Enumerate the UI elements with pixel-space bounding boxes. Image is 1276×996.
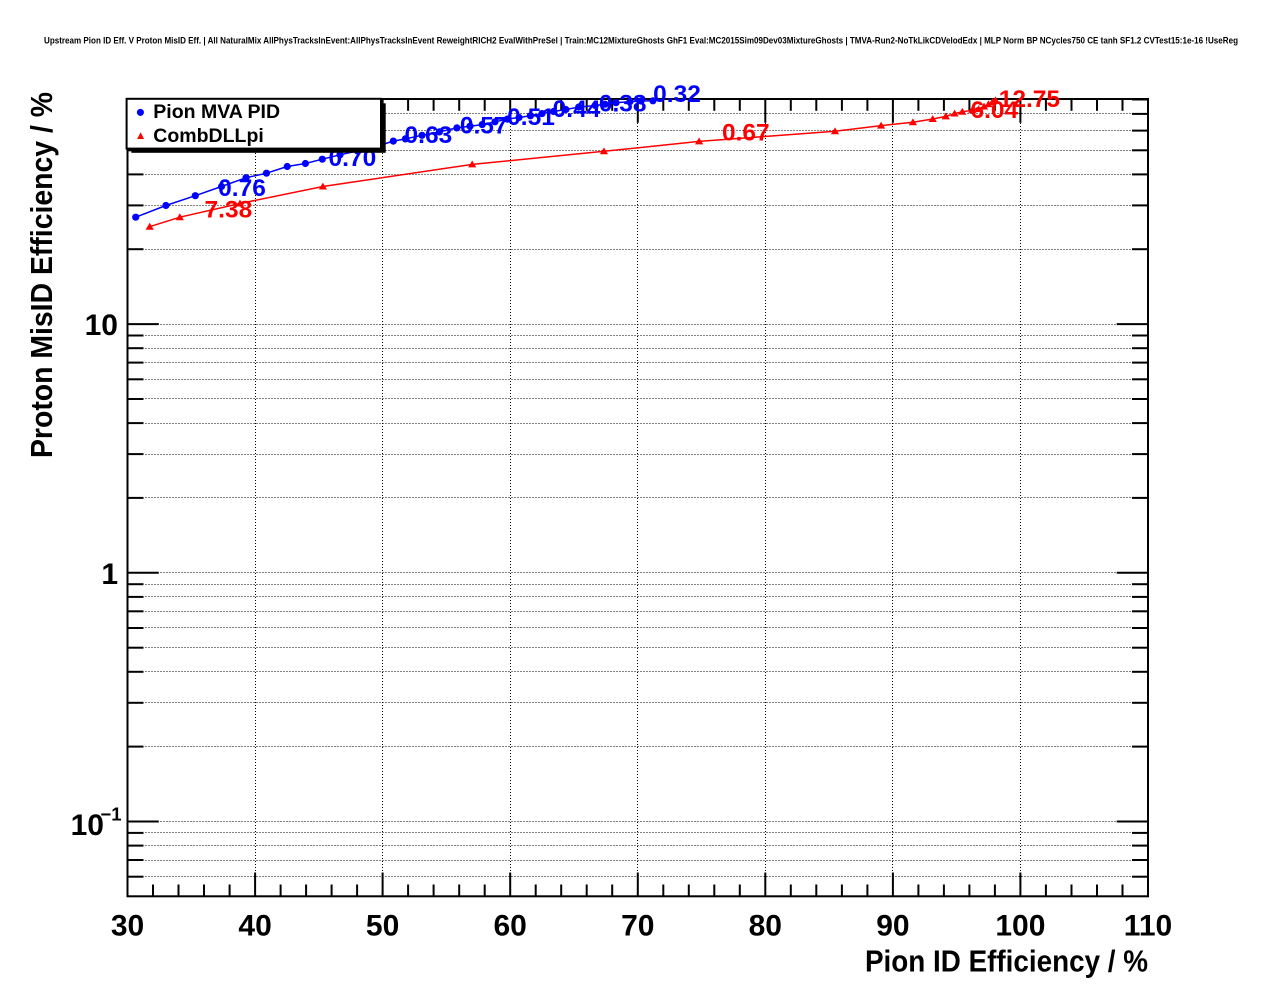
svg-text:12.75: 12.75 <box>999 86 1060 113</box>
svg-text:Upstream Pion ID Eff. V Proton: Upstream Pion ID Eff. V Proton MisID Eff… <box>44 36 1238 46</box>
svg-text:7.38: 7.38 <box>205 197 253 224</box>
svg-text:10: 10 <box>85 309 118 342</box>
svg-text:Proton MisID Efficiency / %: Proton MisID Efficiency / % <box>25 92 59 458</box>
svg-text:0.38: 0.38 <box>599 91 647 118</box>
svg-text:30: 30 <box>111 910 144 943</box>
svg-text:0.44: 0.44 <box>553 96 601 123</box>
svg-text:0.51: 0.51 <box>507 104 555 131</box>
svg-text:Pion ID Efficiency / %: Pion ID Efficiency / % <box>865 944 1148 978</box>
svg-text:0.32: 0.32 <box>653 81 701 108</box>
svg-text:90: 90 <box>876 910 909 943</box>
svg-text:−1: −1 <box>101 804 122 825</box>
svg-text:CombDLLpi: CombDLLpi <box>153 125 263 147</box>
svg-text:Pion MVA PID: Pion MVA PID <box>153 101 280 123</box>
svg-text:0.76: 0.76 <box>218 175 266 202</box>
svg-text:60: 60 <box>494 910 527 943</box>
svg-text:50: 50 <box>366 910 399 943</box>
svg-text:70: 70 <box>621 910 654 943</box>
svg-text:6.04: 6.04 <box>970 97 1018 124</box>
svg-text:10: 10 <box>71 809 104 842</box>
svg-text:100: 100 <box>995 910 1045 943</box>
svg-text:80: 80 <box>749 910 782 943</box>
svg-text:40: 40 <box>238 910 271 943</box>
svg-text:1: 1 <box>101 558 118 591</box>
svg-text:0.67: 0.67 <box>722 120 770 147</box>
svg-text:0.57: 0.57 <box>460 113 508 140</box>
svg-text:110: 110 <box>1124 910 1172 943</box>
svg-text:0.63: 0.63 <box>405 122 453 149</box>
